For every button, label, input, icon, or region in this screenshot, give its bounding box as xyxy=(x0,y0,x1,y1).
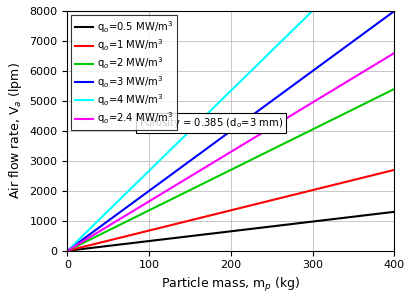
q$_o$=1 MW/m$^3$ xyxy=(320,186,325,189)
q$_o$=0.5 MW/m$^3$ xyxy=(290,222,295,226)
q$_o$=4 MW/m$^3$ xyxy=(210,107,215,111)
q$_o$=1 MW/m$^3$ xyxy=(392,168,397,172)
q$_o$=2 MW/m$^3$ xyxy=(65,249,70,253)
q$_o$=0.5 MW/m$^3$ xyxy=(197,233,202,237)
q$_o$=2 MW/m$^3$ xyxy=(320,123,325,126)
q$_o$=2 MW/m$^3$ xyxy=(209,178,214,181)
q$_o$=4 MW/m$^3$ xyxy=(218,99,223,103)
q$_o$=2.4 MW/m$^3$ xyxy=(209,162,214,166)
q$_o$=1 MW/m$^3$ xyxy=(209,213,214,217)
Line: q$_o$=3 MW/m$^3$: q$_o$=3 MW/m$^3$ xyxy=(67,11,395,251)
q$_o$=2 MW/m$^3$ xyxy=(197,184,202,187)
Line: q$_o$=1 MW/m$^3$: q$_o$=1 MW/m$^3$ xyxy=(67,170,395,251)
q$_o$=1 MW/m$^3$ xyxy=(197,216,202,220)
q$_o$=2.4 MW/m$^3$ xyxy=(65,249,70,253)
q$_o$=0.5 MW/m$^3$ xyxy=(209,232,214,235)
Line: q$_o$=2.4 MW/m$^3$: q$_o$=2.4 MW/m$^3$ xyxy=(67,53,395,251)
q$_o$=3 MW/m$^3$ xyxy=(392,9,397,13)
q$_o$=4 MW/m$^3$ xyxy=(122,193,127,196)
q$_o$=3 MW/m$^3$ xyxy=(197,152,202,156)
q$_o$=2.4 MW/m$^3$ xyxy=(320,95,325,98)
q$_o$=2 MW/m$^3$ xyxy=(290,138,295,141)
q$_o$=0.5 MW/m$^3$ xyxy=(65,249,70,253)
q$_o$=4 MW/m$^3$ xyxy=(65,249,70,253)
q$_o$=1 MW/m$^3$ xyxy=(326,185,331,188)
q$_o$=0.5 MW/m$^3$ xyxy=(326,218,331,222)
q$_o$=2.4 MW/m$^3$ xyxy=(197,169,202,172)
Line: q$_o$=4 MW/m$^3$: q$_o$=4 MW/m$^3$ xyxy=(67,11,312,251)
Line: q$_o$=0.5 MW/m$^3$: q$_o$=0.5 MW/m$^3$ xyxy=(67,212,395,251)
q$_o$=3 MW/m$^3$ xyxy=(65,249,70,253)
q$_o$=3 MW/m$^3$ xyxy=(290,84,295,88)
q$_o$=2.4 MW/m$^3$ xyxy=(98,229,103,232)
q$_o$=0.5 MW/m$^3$ xyxy=(98,245,103,249)
Legend: q$_o$=0.5 MW/m$^3$, q$_o$=1 MW/m$^3$, q$_o$=2 MW/m$^3$, q$_o$=3 MW/m$^3$, q$_o$=: q$_o$=0.5 MW/m$^3$, q$_o$=1 MW/m$^3$, q$… xyxy=(71,15,178,130)
q$_o$=1 MW/m$^3$ xyxy=(65,249,70,253)
q$_o$=4 MW/m$^3$ xyxy=(310,9,315,13)
q$_o$=3 MW/m$^3$ xyxy=(326,57,331,61)
Y-axis label: Air flow rate, V$_a$ (lpm): Air flow rate, V$_a$ (lpm) xyxy=(7,62,24,199)
q$_o$=1 MW/m$^3$ xyxy=(98,241,103,244)
q$_o$=2.4 MW/m$^3$ xyxy=(326,91,331,95)
q$_o$=2 MW/m$^3$ xyxy=(98,232,103,236)
q$_o$=3 MW/m$^3$ xyxy=(209,143,214,147)
q$_o$=2.4 MW/m$^3$ xyxy=(392,51,397,55)
q$_o$=3 MW/m$^3$ xyxy=(98,225,103,228)
q$_o$=2.4 MW/m$^3$ xyxy=(290,113,295,117)
Text: Porosity = 0.385 (d$_o$=3 mm): Porosity = 0.385 (d$_o$=3 mm) xyxy=(139,116,283,130)
Line: q$_o$=2 MW/m$^3$: q$_o$=2 MW/m$^3$ xyxy=(67,89,395,251)
q$_o$=4 MW/m$^3$ xyxy=(215,102,220,106)
q$_o$=3 MW/m$^3$ xyxy=(320,62,325,66)
X-axis label: Particle mass, m$_p$ (kg): Particle mass, m$_p$ (kg) xyxy=(161,276,301,294)
q$_o$=0.5 MW/m$^3$ xyxy=(320,219,325,222)
q$_o$=0.5 MW/m$^3$ xyxy=(392,210,397,214)
q$_o$=4 MW/m$^3$ xyxy=(280,39,285,42)
q$_o$=1 MW/m$^3$ xyxy=(290,193,295,197)
q$_o$=4 MW/m$^3$ xyxy=(291,27,296,31)
q$_o$=2 MW/m$^3$ xyxy=(326,120,331,123)
q$_o$=2 MW/m$^3$ xyxy=(392,87,397,91)
